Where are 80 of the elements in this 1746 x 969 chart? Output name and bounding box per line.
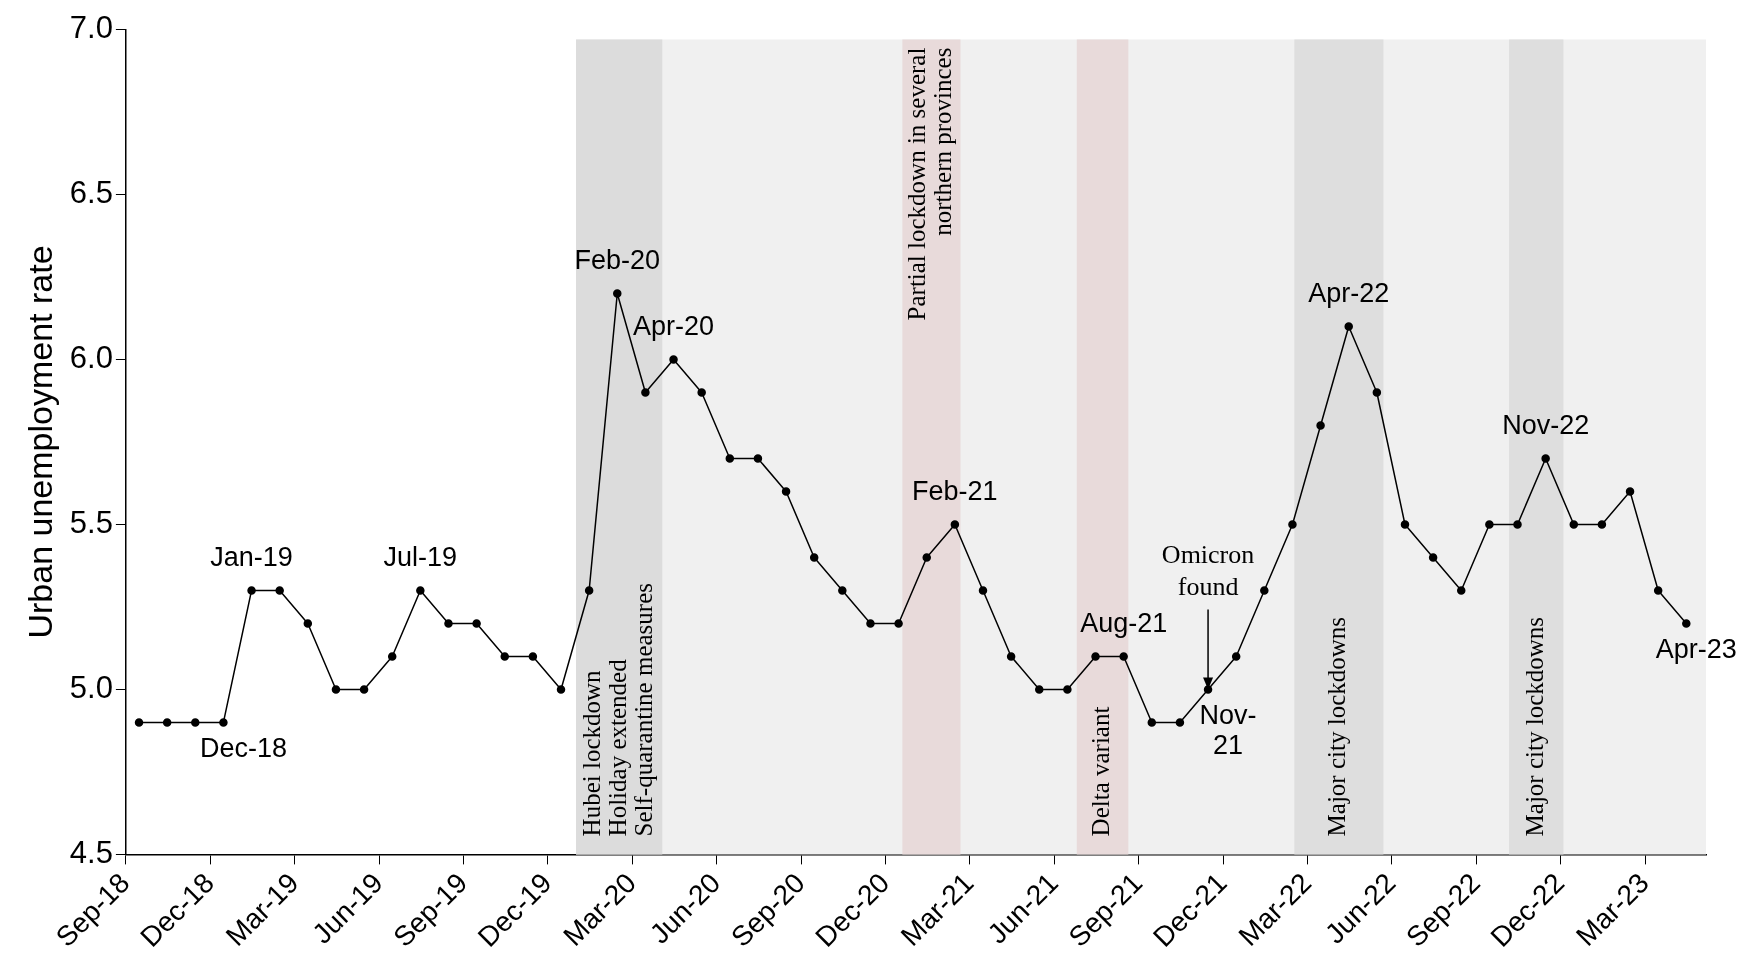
annotation: Omicron found bbox=[1161, 540, 1255, 602]
point bbox=[162, 718, 172, 727]
band-label: Hubei lockdown Holiday extended Self-quarantine measures bbox=[577, 583, 657, 837]
point bbox=[613, 289, 622, 298]
point bbox=[838, 586, 847, 595]
band-label: Major city lockdowns bbox=[1323, 616, 1351, 837]
point bbox=[359, 685, 369, 694]
point bbox=[1006, 652, 1016, 661]
point bbox=[978, 586, 988, 595]
point bbox=[416, 586, 425, 595]
point bbox=[387, 652, 397, 661]
annotation: Aug-21 bbox=[1080, 608, 1168, 639]
y-tick-label: 4.5 bbox=[69, 834, 113, 870]
band-label: Delta variant bbox=[1087, 706, 1115, 837]
point bbox=[1035, 685, 1044, 694]
point bbox=[894, 619, 903, 628]
point bbox=[950, 520, 960, 529]
point bbox=[1428, 553, 1438, 562]
point bbox=[1147, 718, 1157, 727]
point bbox=[1091, 652, 1100, 661]
y-axis-title: Urban unemployment rate bbox=[20, 245, 59, 639]
point bbox=[1175, 718, 1185, 727]
annotation: Feb-20 bbox=[574, 245, 661, 276]
point bbox=[219, 718, 228, 727]
point bbox=[1372, 388, 1382, 397]
y-tick-label: 6.5 bbox=[69, 175, 113, 211]
point bbox=[725, 454, 735, 463]
point bbox=[134, 718, 144, 727]
point bbox=[753, 454, 763, 463]
point bbox=[331, 685, 341, 694]
point bbox=[1597, 520, 1607, 529]
annotation: Apr-22 bbox=[1308, 278, 1390, 309]
point bbox=[528, 652, 538, 661]
annotation: Feb-21 bbox=[912, 476, 998, 507]
point bbox=[1457, 586, 1466, 595]
point bbox=[191, 718, 200, 727]
point bbox=[247, 586, 256, 595]
point bbox=[1541, 454, 1550, 463]
point bbox=[584, 586, 594, 595]
point bbox=[1288, 520, 1297, 529]
point bbox=[922, 553, 931, 562]
point bbox=[1203, 685, 1213, 694]
point bbox=[1119, 652, 1128, 661]
point bbox=[1344, 322, 1353, 331]
point bbox=[556, 685, 566, 694]
point bbox=[1400, 520, 1410, 529]
point bbox=[1625, 487, 1635, 496]
band-label: Major city lockdowns bbox=[1520, 616, 1548, 837]
point bbox=[781, 487, 791, 496]
point bbox=[303, 619, 313, 628]
y-tick-label: 7.0 bbox=[69, 10, 113, 46]
point bbox=[1063, 685, 1072, 694]
annotation: Apr-20 bbox=[633, 311, 715, 342]
point bbox=[866, 619, 875, 628]
y-tick-label: 6.0 bbox=[69, 340, 113, 376]
point bbox=[1569, 520, 1579, 529]
annotation: Dec-18 bbox=[199, 733, 287, 764]
y-tick-label: 5.5 bbox=[69, 505, 113, 541]
point bbox=[1260, 586, 1269, 595]
point bbox=[697, 388, 706, 397]
point bbox=[809, 553, 819, 562]
point bbox=[641, 388, 650, 397]
point bbox=[1682, 619, 1691, 628]
point bbox=[1316, 421, 1325, 430]
annotation: Jul-19 bbox=[383, 542, 458, 573]
annotation: Nov- 21 bbox=[1199, 700, 1257, 761]
point bbox=[1653, 586, 1663, 595]
point bbox=[1485, 520, 1494, 529]
point bbox=[1231, 652, 1241, 661]
point bbox=[500, 652, 509, 661]
band-label: Partial lockdown in several northern provinces bbox=[902, 47, 956, 321]
point bbox=[472, 619, 481, 628]
point bbox=[275, 586, 284, 595]
point bbox=[669, 355, 678, 364]
annotation: Nov-22 bbox=[1502, 410, 1590, 441]
annotation: Jan-19 bbox=[210, 542, 293, 573]
point bbox=[444, 619, 453, 628]
annotation: Apr-23 bbox=[1655, 634, 1737, 665]
y-tick-label: 5.0 bbox=[69, 669, 113, 705]
point bbox=[1513, 520, 1522, 529]
